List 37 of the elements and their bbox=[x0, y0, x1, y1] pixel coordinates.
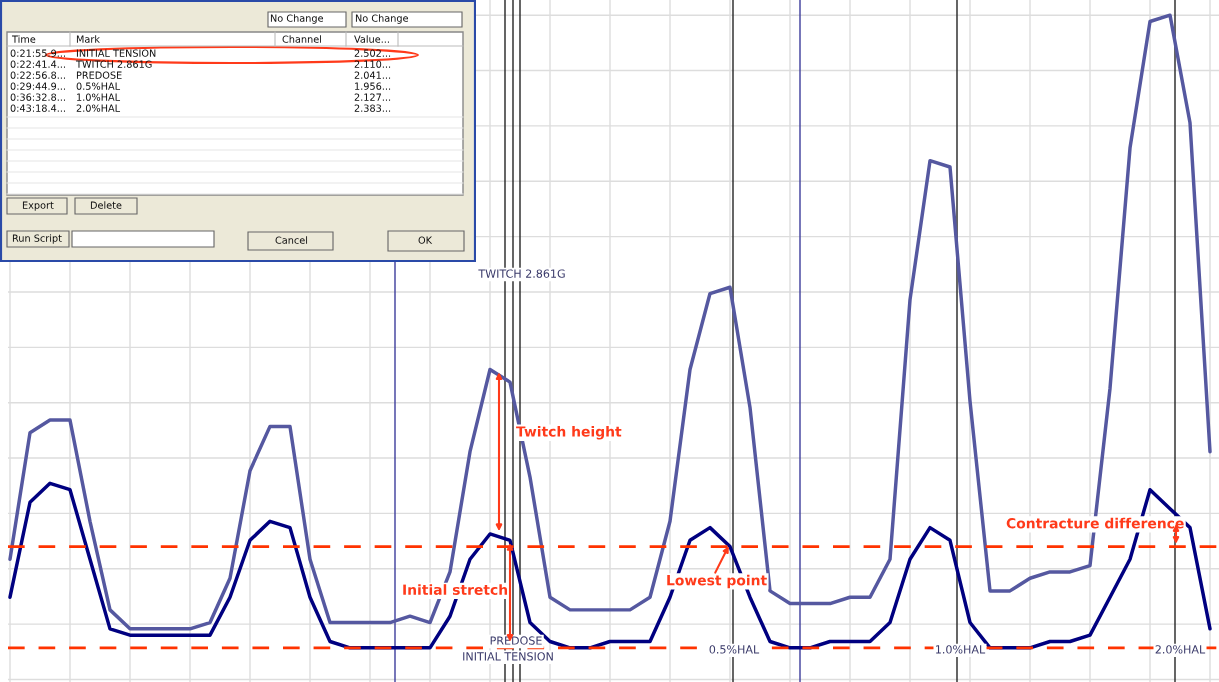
annotation: 0:43:18.4... bbox=[10, 104, 65, 112]
annotation: Run Script bbox=[12, 234, 62, 244]
annotation: 2.383... bbox=[354, 104, 391, 112]
annotation: PREDOSE bbox=[76, 71, 122, 79]
annotation: 2.0%HAL bbox=[76, 104, 121, 112]
annotation: TWITCH 2.861G bbox=[478, 269, 565, 278]
annotation: INITIAL TENSION bbox=[76, 49, 156, 57]
annotation: 0:36:32.8... bbox=[10, 93, 65, 101]
annotation: Lowest point bbox=[667, 574, 767, 589]
annotation: Initial stretch bbox=[403, 584, 508, 595]
annotation: 0:29:44.9... bbox=[10, 82, 65, 90]
annotation: Cancel bbox=[275, 236, 308, 244]
annotation: 0.5%HAL bbox=[76, 82, 121, 90]
annotation: 0.5%HAL bbox=[709, 645, 760, 654]
annotation: Channel bbox=[282, 35, 321, 43]
annotation: 2.502... bbox=[354, 49, 391, 57]
annotation: 0:22:56.8... bbox=[10, 71, 65, 79]
annotation: Twitch height bbox=[516, 425, 622, 440]
annotation: 2.127... bbox=[354, 93, 391, 101]
annotation: Delete bbox=[90, 201, 122, 209]
annotation: PREDOSE bbox=[490, 636, 542, 645]
annotation: 0:22:41.4... bbox=[10, 60, 65, 68]
annotation: 1.0%HAL bbox=[77, 93, 121, 101]
annotation: 2.041... bbox=[354, 71, 391, 79]
annotation: OK bbox=[418, 236, 433, 244]
annotation: Value... bbox=[354, 35, 389, 43]
annotation: No Change bbox=[355, 14, 409, 24]
annotation: 2.0%HAL bbox=[1155, 645, 1206, 654]
annotation: 1.956... bbox=[355, 82, 391, 90]
annotation: No Change bbox=[270, 14, 324, 24]
annotation: Contracture difference bbox=[1006, 517, 1184, 529]
annotation: Time bbox=[11, 35, 36, 43]
annotation: Export bbox=[22, 201, 54, 211]
annotation: 2.110... bbox=[354, 60, 391, 68]
annotation: Mark bbox=[76, 35, 100, 43]
text: INITIAL TENSION bbox=[463, 652, 553, 661]
annotation: 1.0%HAL bbox=[936, 645, 986, 654]
